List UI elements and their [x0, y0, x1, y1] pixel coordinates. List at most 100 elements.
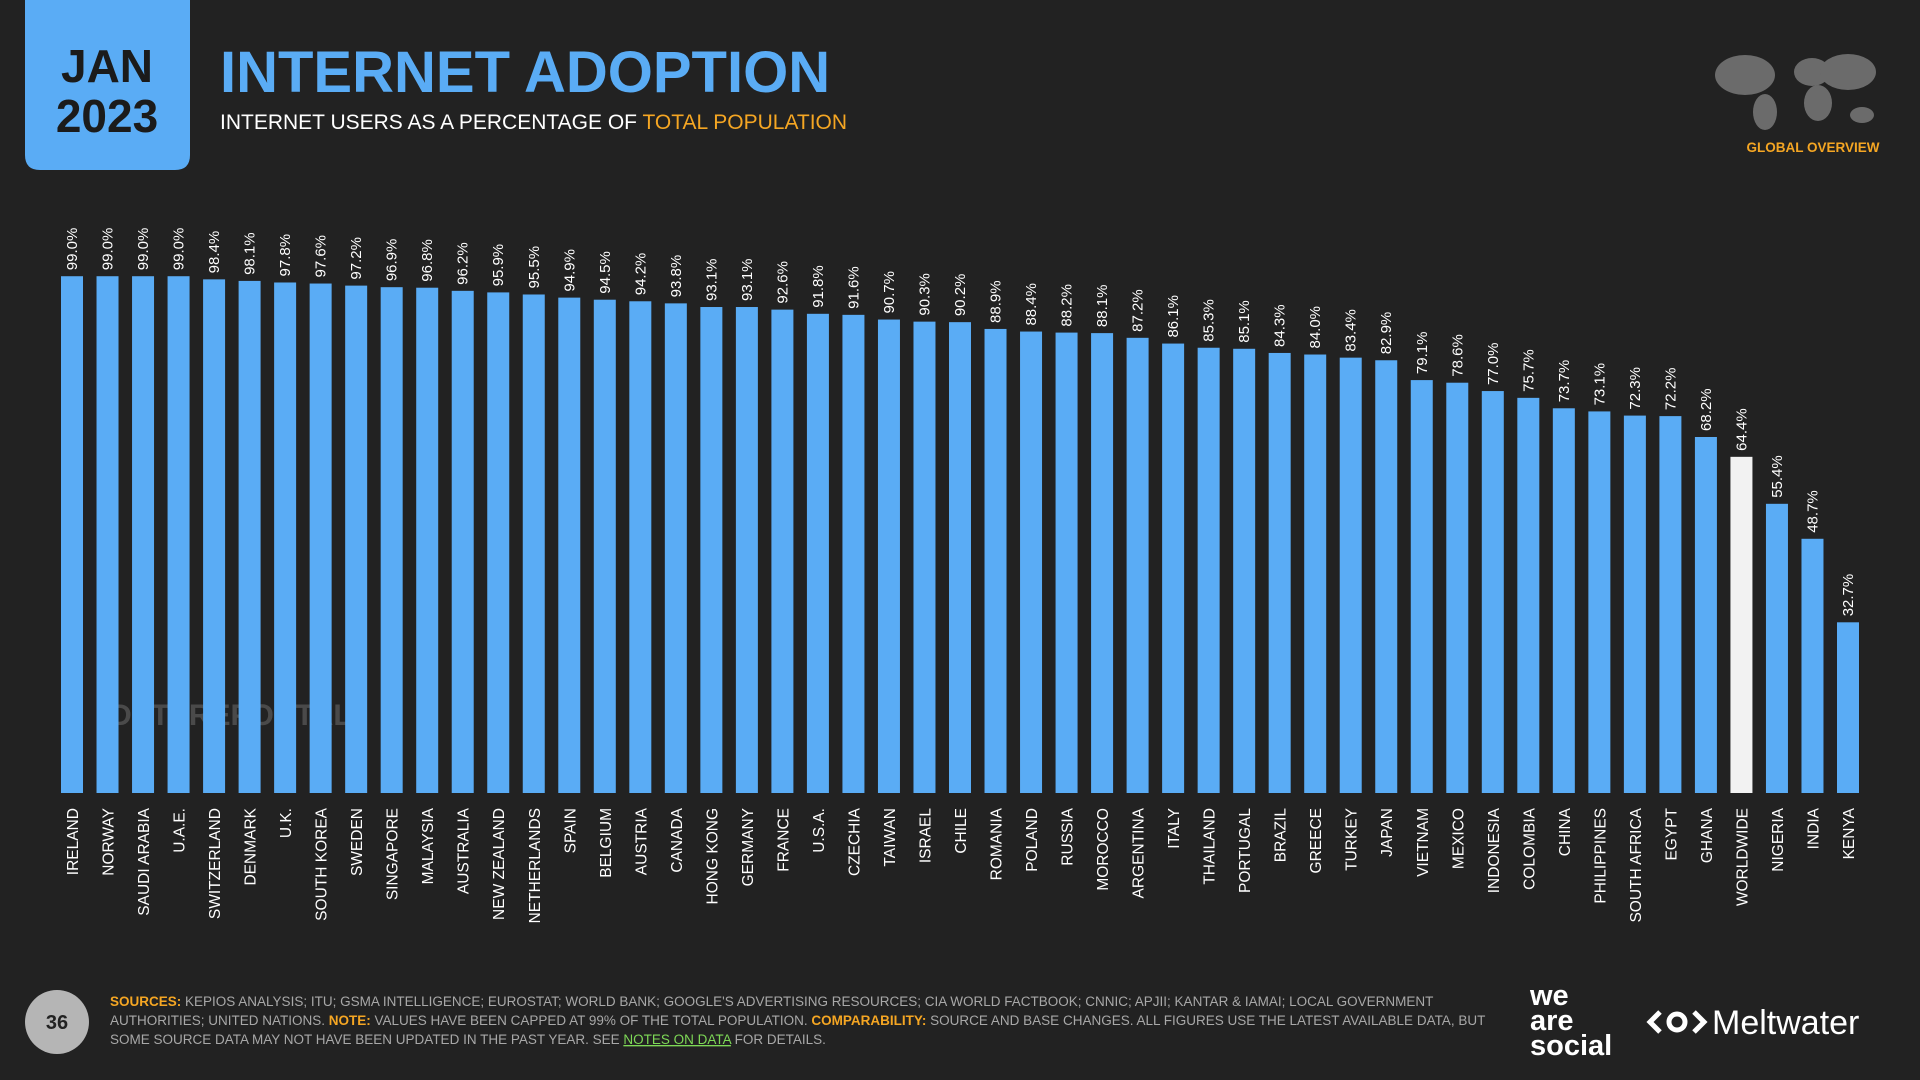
category-label: SOUTH KOREA	[314, 807, 331, 920]
bar	[1339, 357, 1362, 793]
category-label: U.K.	[278, 808, 295, 838]
category-label: MEXICO	[1450, 808, 1467, 869]
value-label: 78.6%	[1449, 334, 1466, 377]
bar	[1623, 415, 1646, 793]
plot: 99.0% IRELAND 99.0% NORWAY 99.0% SAUDI ARABIA…	[61, 228, 1859, 923]
bar	[877, 319, 900, 793]
category-label: CANADA	[669, 807, 686, 872]
category-label: WORLDWIDE	[1734, 808, 1751, 906]
category-label: COLOMBIA	[1521, 807, 1538, 889]
bar	[1481, 391, 1504, 793]
bar	[1091, 333, 1114, 793]
value-label: 99.0%	[64, 228, 81, 271]
bar	[842, 314, 865, 793]
value-label: 97.6%	[313, 235, 330, 278]
bar	[1162, 343, 1185, 793]
category-label: SOUTH AFRICA	[1628, 807, 1645, 922]
category-label: INDIA	[1805, 807, 1822, 849]
bar	[132, 276, 155, 794]
bar	[664, 303, 687, 793]
value-label: 90.3%	[916, 273, 933, 316]
footer-line: SOME SOURCE DATA MAY NOT HAVE BEEN UPDAT…	[110, 1032, 826, 1047]
value-label: 88.4%	[1023, 283, 1040, 326]
value-label: 32.7%	[1840, 574, 1857, 617]
bar	[1730, 456, 1753, 793]
bar	[1304, 354, 1327, 793]
footer-text: KEPIOS ANALYSIS; ITU; GSMA INTELLIGENCE;…	[181, 994, 1433, 1009]
value-label: 75.7%	[1520, 349, 1537, 392]
value-label: 90.2%	[952, 274, 969, 317]
value-label: 79.1%	[1414, 332, 1431, 375]
category-label: CHILE	[953, 808, 970, 854]
value-label: 64.4%	[1733, 408, 1750, 451]
bar	[1410, 380, 1433, 793]
category-label: MOROCCO	[1095, 808, 1112, 891]
category-label: ARGENTINA	[1131, 807, 1148, 898]
category-label: NORWAY	[101, 808, 118, 876]
bar	[451, 290, 474, 793]
notes-link[interactable]: NOTES ON DATA	[623, 1032, 731, 1047]
bar	[167, 276, 190, 794]
value-label: 88.1%	[1094, 285, 1111, 328]
footer-label: NOTE:	[329, 1013, 371, 1028]
category-label: SWITZERLAND	[207, 808, 224, 919]
category-label: TURKEY	[1344, 808, 1361, 871]
category-label: DENMARK	[243, 807, 260, 885]
category-label: INDONESIA	[1486, 807, 1503, 893]
category-label: SPAIN	[562, 808, 579, 853]
year: 2023	[56, 90, 158, 142]
value-label: 85.3%	[1201, 299, 1218, 342]
bar	[1446, 382, 1469, 793]
value-label: 85.1%	[1236, 300, 1253, 343]
value-label: 97.8%	[277, 234, 294, 277]
value-label: 77.0%	[1485, 343, 1502, 386]
value-label: 88.9%	[988, 280, 1005, 323]
category-label: CZECHIA	[846, 807, 863, 876]
bar	[629, 301, 652, 793]
bar	[700, 307, 723, 793]
category-label: U.A.E.	[172, 808, 189, 853]
subtitle-highlight: TOTAL POPULATION	[642, 111, 847, 134]
category-label: CHINA	[1557, 807, 1574, 856]
footer-line: AUTHORITIES; UNITED NATIONS. NOTE: VALUE…	[110, 1013, 1485, 1028]
value-label: 73.1%	[1591, 363, 1608, 406]
bar	[1126, 337, 1149, 793]
bar	[61, 276, 83, 794]
bar	[1765, 503, 1788, 793]
bar	[1659, 416, 1682, 793]
brand-meltwater: Meltwater	[1712, 1004, 1859, 1042]
category-label: ITALY	[1166, 808, 1183, 849]
bar	[345, 285, 368, 793]
value-label: 94.5%	[597, 251, 614, 294]
bar	[1517, 397, 1540, 793]
bar	[1375, 360, 1398, 793]
footer-label: COMPARABILITY:	[811, 1013, 926, 1028]
page-badge	[25, 990, 89, 1054]
value-label: 96.9%	[384, 239, 401, 282]
bar	[1020, 331, 1043, 793]
value-label: 72.3%	[1627, 367, 1644, 410]
footer-label: SOURCES:	[110, 994, 181, 1009]
value-label: 93.1%	[739, 258, 756, 301]
value-label: 94.2%	[632, 253, 649, 296]
category-label: THAILAND	[1202, 808, 1219, 885]
value-label: 93.8%	[668, 255, 685, 298]
value-label: 96.2%	[455, 242, 472, 285]
value-label: 99.0%	[171, 228, 188, 271]
bar	[806, 313, 829, 793]
category-label: GHANA	[1699, 807, 1716, 863]
category-label: NEW ZEALAND	[491, 808, 508, 920]
bar	[274, 282, 297, 793]
footer-text: VALUES HAVE BEEN CAPPED AT 99% OF THE TO…	[371, 1013, 812, 1028]
category-label: BRAZIL	[1273, 808, 1290, 863]
footer-line: SOURCES: KEPIOS ANALYSIS; ITU; GSMA INTE…	[110, 994, 1433, 1009]
category-label: FRANCE	[775, 808, 792, 872]
category-label: EGYPT	[1663, 807, 1680, 860]
value-label: 91.8%	[810, 265, 827, 308]
chart-subtitle: INTERNET USERS AS A PERCENTAGE OF TOTAL …	[220, 111, 847, 134]
bar	[1588, 411, 1611, 793]
subtitle-text: INTERNET USERS AS A PERCENTAGE OF	[220, 111, 642, 134]
bar	[593, 299, 616, 793]
bar	[238, 280, 261, 794]
